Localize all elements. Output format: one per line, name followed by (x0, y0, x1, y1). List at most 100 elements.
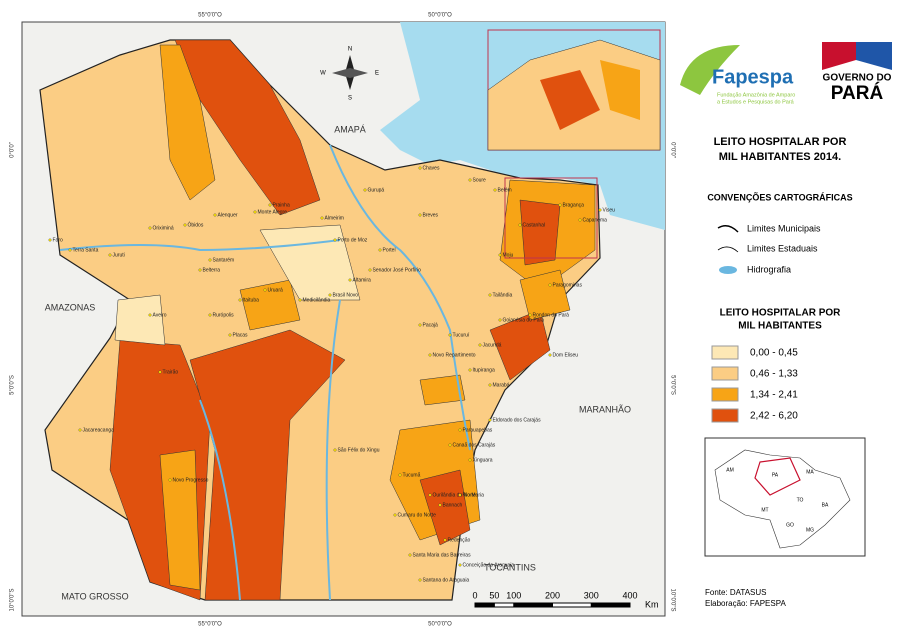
municipality-seat (418, 578, 422, 582)
convention-label: Limites Estaduais (747, 243, 818, 253)
municipality-seat (488, 383, 492, 387)
municipality-seat (263, 288, 267, 292)
legend-swatch (711, 408, 739, 423)
scale-label: 400 (622, 590, 637, 600)
municipality-seat (578, 218, 582, 222)
municipality-label: Trairão (163, 369, 179, 375)
municipality-seat (548, 283, 552, 287)
municipality-label: Portel (383, 247, 396, 253)
compass-letter: W (320, 71, 326, 77)
region (159, 449, 201, 591)
municipality-label: Bannach (443, 502, 463, 508)
coordinate-label: 10°0'0"S (669, 588, 675, 611)
coordinate-label: 0°0'0" (10, 142, 16, 158)
municipality-label: Terra Santa (73, 247, 99, 253)
region (239, 279, 301, 331)
logo-text: PARÁ (831, 82, 884, 104)
neighbor-state: AMAZONAS (45, 302, 96, 312)
municipality-label: Pacajá (423, 322, 439, 328)
municipality-seat (108, 253, 112, 257)
municipality-label: Viseu (603, 207, 616, 213)
municipality-seat (468, 368, 472, 372)
municipality-label: Goianésia do Pará (503, 317, 545, 323)
municipality-label: Capanema (583, 217, 608, 223)
municipality-label: Jacareacanga (83, 427, 115, 433)
municipality-seat (208, 258, 212, 262)
municipality-seat (368, 268, 372, 272)
source: Fonte: DATASUS (705, 588, 767, 597)
municipality-label: Altamira (353, 277, 372, 283)
legend-swatch (711, 345, 739, 360)
scale-label: 200 (545, 590, 560, 600)
region (519, 199, 561, 266)
neighbor-state: AMAPÁ (334, 124, 366, 134)
legend-label: 0,00 - 0,45 (750, 348, 798, 359)
coordinate-label: 5°0'0"S (10, 375, 16, 395)
municipality-label: Prainha (273, 202, 290, 208)
municipality-label: Conceição do Araguaia (463, 562, 515, 568)
legend-swatch (711, 387, 739, 402)
inset-state-label: AM (726, 467, 734, 473)
flag (822, 42, 856, 70)
legend-title: LEITO HOSPITALAR POR (720, 308, 842, 319)
municipality-label: Breves (423, 212, 439, 218)
municipality-label: Rondon do Pará (533, 312, 570, 318)
municipality-label: Moju (503, 252, 514, 258)
municipality-seat (333, 448, 337, 452)
legend-swatch (711, 366, 739, 381)
region (174, 39, 321, 216)
municipality-label: Rurópolis (213, 312, 235, 318)
municipality-label: Juruti (113, 252, 125, 258)
municipality-label: Redenção (448, 537, 471, 543)
municipality-label: Tucumã (403, 472, 421, 478)
logo-sub: a Estudos e Pesquisas do Pará (717, 99, 795, 105)
municipality-label: Bragança (563, 202, 585, 208)
zoom-box (504, 177, 598, 259)
inset-para (754, 457, 801, 496)
municipality-seat (548, 353, 552, 357)
municipality-seat (458, 493, 462, 497)
legend-label: 2,42 - 6,20 (750, 411, 798, 422)
municipality-seat (558, 203, 562, 207)
municipality-seat (518, 223, 522, 227)
municipality-label: Uruará (268, 287, 284, 293)
municipality-label: Tucuruí (453, 332, 470, 338)
municipality-label: Monte Alegre (258, 209, 288, 215)
municipality-label: Oriximiná (153, 225, 174, 231)
municipality-label: Dom Eliseu (553, 352, 579, 358)
municipality-label: Ourilândia do Norte (433, 492, 477, 498)
logo-text: Fapespa (712, 66, 794, 88)
compass (332, 55, 368, 90)
municipality-label: Soure (473, 177, 487, 183)
municipality-seat (348, 278, 352, 282)
coordinate-label: 55°0'0"O (198, 13, 222, 19)
municipality-seat (253, 210, 257, 214)
municipality-label: Belterra (203, 267, 221, 273)
compass-needle (332, 68, 368, 78)
municipality-seat (598, 208, 602, 212)
municipality-label: Medicilândia (303, 297, 331, 303)
municipality-label: Eldorado dos Carajás (493, 417, 542, 423)
symbol-water (719, 266, 737, 274)
logo-governo: GOVERNO DO PARÁ (822, 42, 892, 104)
municipality-label: Brasil Novo (333, 292, 359, 298)
municipality-label: Rio Maria (463, 492, 485, 498)
credits: Elaboração: FAPESPA (705, 599, 786, 608)
municipality-seat (298, 298, 302, 302)
municipality-seat (168, 478, 172, 482)
municipality-seat (333, 238, 337, 242)
municipality-seat (498, 253, 502, 257)
coordinate-label: 55°0'0"O (198, 622, 222, 628)
symbol-state (717, 246, 739, 253)
title: MIL HABITANTES 2014. (719, 151, 841, 163)
neighbor-state: MARANHÃO (579, 404, 631, 414)
municipality-seat (320, 216, 324, 220)
scale-label: 100 (506, 590, 521, 600)
municipality-seat (443, 538, 447, 542)
logo-text: GOVERNO DO (823, 73, 892, 84)
region (159, 44, 216, 201)
scale-label: 0 (472, 590, 477, 600)
compass-letter: N (348, 47, 352, 53)
coordinate-label: 10°0'0"S (10, 588, 16, 611)
river (59, 144, 471, 601)
